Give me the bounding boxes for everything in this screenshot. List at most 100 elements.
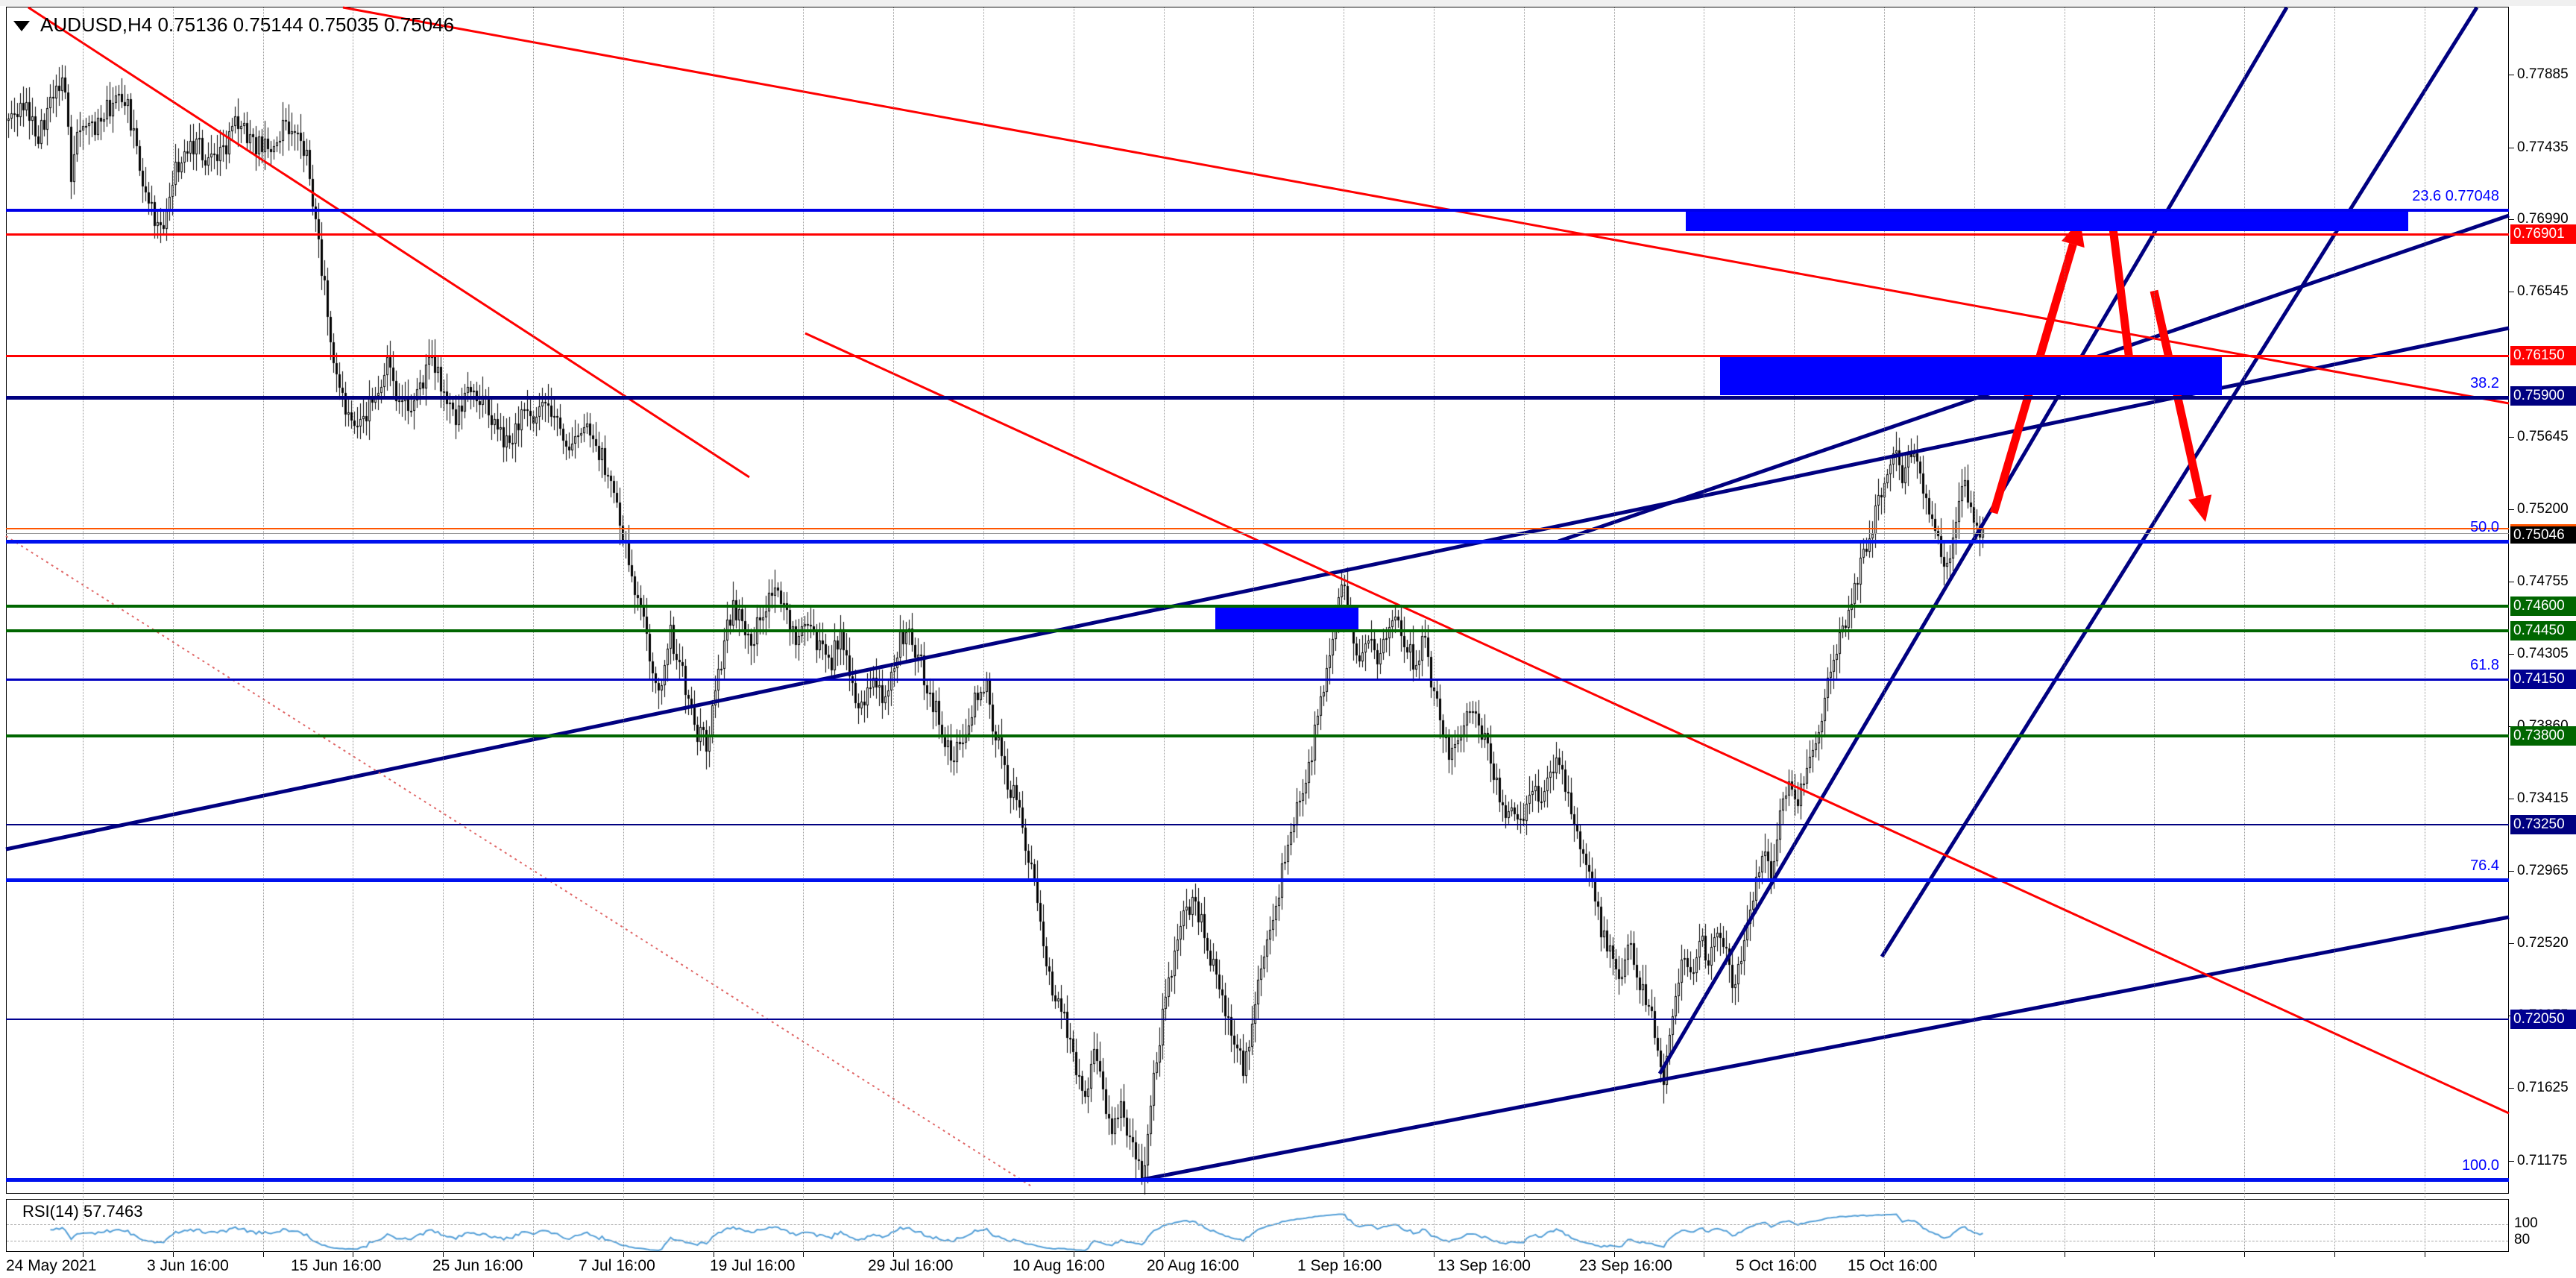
price-axis-label: 0.76545 bbox=[2517, 283, 2569, 299]
price-badge-0.75046: 0.75046 bbox=[2510, 524, 2576, 544]
date-axis-label: 24 May 2021 bbox=[6, 1257, 97, 1274]
date-axis-tick bbox=[1614, 1252, 1615, 1257]
fib-label-50.0: 50.0 bbox=[2470, 519, 2499, 535]
price-axis-label: 0.73415 bbox=[2517, 790, 2569, 806]
date-axis-label: 25 Jun 16:00 bbox=[432, 1257, 523, 1274]
date-axis-tick bbox=[2244, 1252, 2245, 1257]
trendline-steep-trendline-oct-low[interactable] bbox=[1880, 6, 2479, 958]
price-badge-0.72050: 0.72050 bbox=[2510, 1010, 2576, 1029]
horizontal-line-0.75081[interactable] bbox=[6, 528, 2509, 529]
horizontal-line-0.7205[interactable] bbox=[6, 1019, 2509, 1020]
date-axis-tick bbox=[803, 1252, 804, 1257]
trendline-descending-resistance-2[interactable] bbox=[28, 6, 750, 479]
date-axis-tick bbox=[2154, 1252, 2155, 1257]
price-axis-label: 0.76990 bbox=[2517, 211, 2569, 227]
trendline-channel-upper[interactable] bbox=[5, 326, 2510, 852]
price-badge-0.76150: 0.76150 bbox=[2510, 346, 2576, 365]
symbol-ohlc-text: AUDUSD,H4 0.75136 0.75144 0.75035 0.7504… bbox=[40, 13, 455, 36]
price-axis-label: 0.74305 bbox=[2517, 646, 2569, 661]
price-axis-tick bbox=[2509, 1088, 2514, 1089]
price-axis-label: 0.75645 bbox=[2517, 429, 2569, 444]
supply-demand-zone-2[interactable] bbox=[1720, 357, 2222, 395]
date-axis-tick bbox=[1164, 1252, 1165, 1257]
horizontal-line-0.7325[interactable] bbox=[6, 824, 2509, 825]
price-axis-tick bbox=[2509, 219, 2514, 220]
date-axis-tick bbox=[1434, 1252, 1435, 1257]
date-axis-label: 15 Oct 16:00 bbox=[1848, 1257, 1938, 1274]
rsi-scale-100: 100 bbox=[2514, 1215, 2538, 1231]
price-axis-tick bbox=[2509, 1161, 2514, 1162]
date-axis-tick bbox=[983, 1252, 984, 1257]
rsi-level-70-line bbox=[7, 1224, 2508, 1226]
chevron-down-icon[interactable] bbox=[13, 21, 30, 31]
date-axis-label: 5 Oct 16:00 bbox=[1736, 1257, 1817, 1274]
fib-label-38.2: 38.2 bbox=[2470, 375, 2499, 391]
horizontal-line-0.7445[interactable] bbox=[6, 629, 2509, 632]
date-axis-tick bbox=[263, 1252, 264, 1257]
date-axis-label: 1 Sep 16:00 bbox=[1297, 1257, 1382, 1274]
trendline-descending-resistance-3[interactable] bbox=[804, 332, 2510, 1115]
price-axis-tick bbox=[2509, 437, 2514, 438]
trendline-channel-lower-from-aug-low[interactable] bbox=[1141, 915, 2510, 1182]
fib-label-76.4: 76.4 bbox=[2470, 857, 2499, 874]
date-axis-tick bbox=[173, 1252, 174, 1257]
price-badge-0.73250: 0.73250 bbox=[2510, 815, 2576, 834]
horizontal-line-0.746[interactable] bbox=[6, 605, 2509, 608]
date-axis-tick bbox=[2334, 1252, 2335, 1257]
date-axis-label: 19 Jul 16:00 bbox=[710, 1257, 796, 1274]
date-axis-tick bbox=[623, 1252, 624, 1257]
rsi-indicator-label: RSI(14) 57.7463 bbox=[22, 1202, 143, 1221]
fib-line-61.8[interactable] bbox=[6, 679, 2509, 681]
price-axis-label: 0.72965 bbox=[2517, 863, 2569, 878]
price-axis-label: 0.77435 bbox=[2517, 139, 2569, 155]
price-badge-0.76901: 0.76901 bbox=[2510, 224, 2576, 244]
date-axis-label: 20 Aug 16:00 bbox=[1147, 1257, 1239, 1274]
date-axis-label: 7 Jul 16:00 bbox=[579, 1257, 655, 1274]
supply-demand-zone-1[interactable] bbox=[1686, 212, 2408, 231]
price-axis-tick bbox=[2509, 509, 2514, 510]
price-axis-label: 0.74755 bbox=[2517, 573, 2569, 589]
horizontal-line-0.7615[interactable] bbox=[6, 355, 2509, 357]
date-axis-tick bbox=[443, 1252, 444, 1257]
price-axis-label: 0.72520 bbox=[2517, 935, 2569, 951]
price-axis-tick bbox=[2509, 654, 2514, 655]
rsi-level-30-line bbox=[7, 1241, 2508, 1242]
price-axis-label: 0.71625 bbox=[2517, 1080, 2569, 1095]
price-axis-tick bbox=[2509, 871, 2514, 872]
price-badge-0.73800: 0.73800 bbox=[2510, 726, 2576, 746]
fib-line-38.2[interactable] bbox=[6, 396, 2509, 400]
price-axis-label: 0.77885 bbox=[2517, 66, 2569, 82]
date-axis-tick bbox=[83, 1252, 84, 1257]
date-axis-label: 15 Jun 16:00 bbox=[291, 1257, 382, 1274]
fib-line-76.4[interactable] bbox=[6, 878, 2509, 882]
date-axis-label: 13 Sep 16:00 bbox=[1437, 1257, 1531, 1274]
horizontal-line-0.738[interactable] bbox=[6, 734, 2509, 737]
price-axis-label: 0.75200 bbox=[2517, 501, 2569, 517]
trendline-fib-anchor-dotted[interactable] bbox=[5, 535, 1033, 1188]
horizontal-line-0.76901[interactable] bbox=[6, 233, 2509, 236]
rsi-scale-80: 80 bbox=[2514, 1232, 2531, 1247]
date-axis-label: 3 Jun 16:00 bbox=[147, 1257, 229, 1274]
price-badge-0.75900: 0.75900 bbox=[2510, 386, 2576, 406]
date-axis-tick bbox=[533, 1252, 534, 1257]
date-axis-tick bbox=[1884, 1252, 1885, 1257]
price-axis-label: 0.71175 bbox=[2517, 1153, 2568, 1168]
horizontal-line-0.75052[interactable] bbox=[6, 533, 2509, 534]
price-badge-0.74150: 0.74150 bbox=[2510, 670, 2576, 689]
trendline-descending-resistance-1[interactable] bbox=[342, 6, 2510, 405]
date-axis-tick bbox=[1524, 1252, 1525, 1257]
fib-label-23.6: 23.6 0.77048 bbox=[2412, 188, 2499, 204]
fib-line-23.6[interactable] bbox=[6, 209, 2509, 212]
date-axis-tick bbox=[1253, 1252, 1254, 1257]
fib-line-100.0[interactable] bbox=[6, 1178, 2509, 1182]
date-axis-label: 10 Aug 16:00 bbox=[1013, 1257, 1105, 1274]
fib-label-100.0: 100.0 bbox=[2461, 1157, 2499, 1174]
price-badge-0.74600: 0.74600 bbox=[2510, 596, 2576, 616]
date-axis-tick bbox=[1974, 1252, 1975, 1257]
date-axis-label: 29 Jul 16:00 bbox=[868, 1257, 954, 1274]
date-axis-label: 23 Sep 16:00 bbox=[1579, 1257, 1672, 1274]
fib-line-50.0[interactable] bbox=[6, 540, 2509, 544]
supply-demand-zone-3[interactable] bbox=[1215, 608, 1358, 630]
